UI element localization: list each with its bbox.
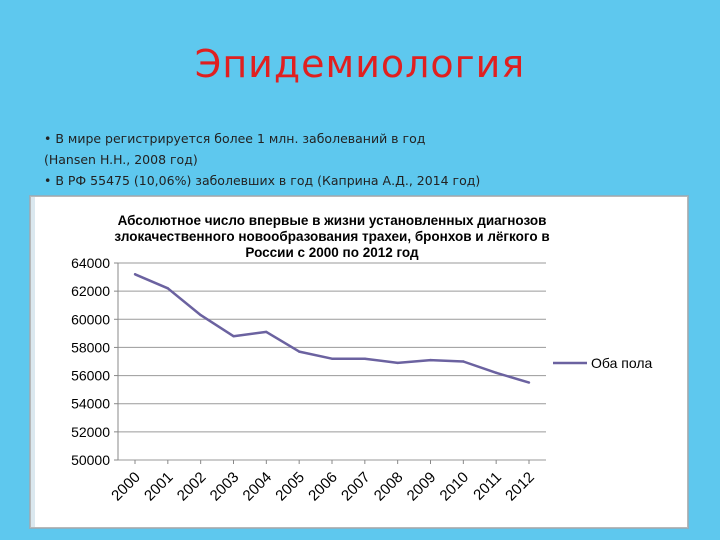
x-tick-label: 2004 [240, 469, 276, 505]
x-tick-label: 2005 [272, 469, 308, 505]
chart-title-line: злокачественного новообразования трахеи,… [114, 229, 549, 244]
chart-title-line: Абсолютное число впервые в жизни установ… [118, 213, 547, 228]
data-point [396, 361, 399, 365]
y-tick-label: 56000 [71, 368, 110, 384]
data-point [232, 334, 235, 338]
x-tick-label: 2012 [502, 469, 538, 505]
y-tick-label: 60000 [71, 311, 110, 327]
x-tick-label: 2011 [470, 469, 505, 504]
data-point [133, 273, 137, 276]
y-tick-label: 62000 [71, 283, 110, 299]
chart-frame: Абсолютное число впервые в жизни установ… [30, 196, 688, 528]
bullet-russia: • В РФ 55475 (10,06%) заболевших в год (… [44, 173, 481, 188]
x-tick-label: 2010 [437, 469, 473, 505]
data-point [527, 381, 531, 384]
data-point [199, 313, 202, 317]
y-tick-label: 58000 [71, 339, 110, 355]
data-point [166, 287, 170, 290]
bullet-world-source: (Hansen H.H., 2008 год) [44, 152, 198, 167]
x-tick-label: 2008 [371, 469, 407, 505]
series-line [134, 273, 530, 384]
y-tick-label: 52000 [71, 424, 110, 440]
data-point [330, 357, 334, 360]
x-tick-label: 2006 [305, 469, 341, 505]
data-point [462, 360, 465, 363]
data-point [429, 358, 432, 362]
data-point [265, 330, 268, 334]
data-point [494, 371, 498, 374]
x-tick-label: 2000 [108, 469, 144, 505]
x-tick-label: 2001 [141, 469, 177, 505]
x-tick-label: 2009 [404, 469, 440, 505]
data-point [297, 350, 301, 353]
y-tick-label: 64000 [71, 255, 110, 271]
x-tick-label: 2002 [174, 469, 210, 505]
bullet-world: • В мире регистрируется более 1 млн. заб… [44, 131, 426, 146]
y-tick-label: 54000 [71, 396, 110, 412]
chart-title-line: России с 2000 по 2012 год [245, 245, 419, 260]
bullet-list: • В мире регистрируется более 1 млн. заб… [44, 128, 704, 191]
slide-title: Эпидемиология [194, 42, 526, 86]
line-chart: Абсолютное число впервые в жизни установ… [71, 213, 652, 505]
x-tick-label: 2003 [207, 469, 243, 505]
legend-label: Оба пола [591, 355, 652, 371]
y-tick-label: 50000 [71, 452, 110, 468]
x-tick-label: 2007 [338, 469, 374, 505]
data-point [363, 357, 367, 360]
